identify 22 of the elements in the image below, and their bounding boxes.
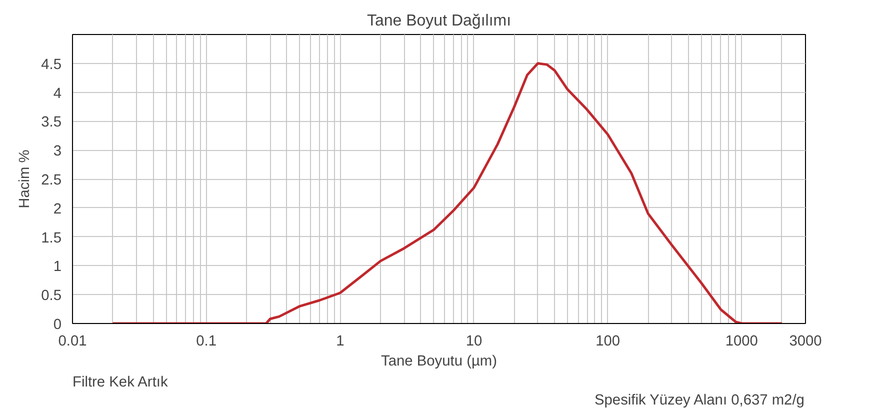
y-axis-title: Hacim % <box>17 150 34 208</box>
y-tick-label: 3.5 <box>41 114 62 131</box>
x-tick-label: 10 <box>466 334 482 350</box>
y-tick-label: 4.5 <box>41 56 62 73</box>
x-tick-label: 100 <box>596 334 620 350</box>
y-tick-label: 2.5 <box>41 172 62 188</box>
y-tick-label: 1.5 <box>41 230 62 246</box>
y-tick-label: 0 <box>53 317 62 333</box>
text: Spesifik Yüzey Alanı 0,637 m2/g <box>594 392 804 408</box>
x-axis-title: Tane Boyutu (µm) <box>381 354 497 370</box>
y-tick-label: 1 <box>53 259 62 276</box>
y-tick-label: 3 <box>53 144 62 160</box>
x-tick-label: 1000 <box>725 334 758 350</box>
x-tick-label: 3000 <box>789 334 822 350</box>
y-tick-label: 0.5 <box>41 288 62 304</box>
y-tick-label: 4 <box>53 86 62 102</box>
x-tick-label: 0.1 <box>196 334 217 350</box>
x-tick-label: 0.01 <box>58 334 87 350</box>
y-tick-label: 2 <box>53 201 62 218</box>
text: Filtre Kek Artık <box>72 374 168 390</box>
chart-title: Tane Boyut Dağılımı <box>366 12 512 30</box>
x-tick-label: 1 <box>336 334 344 350</box>
